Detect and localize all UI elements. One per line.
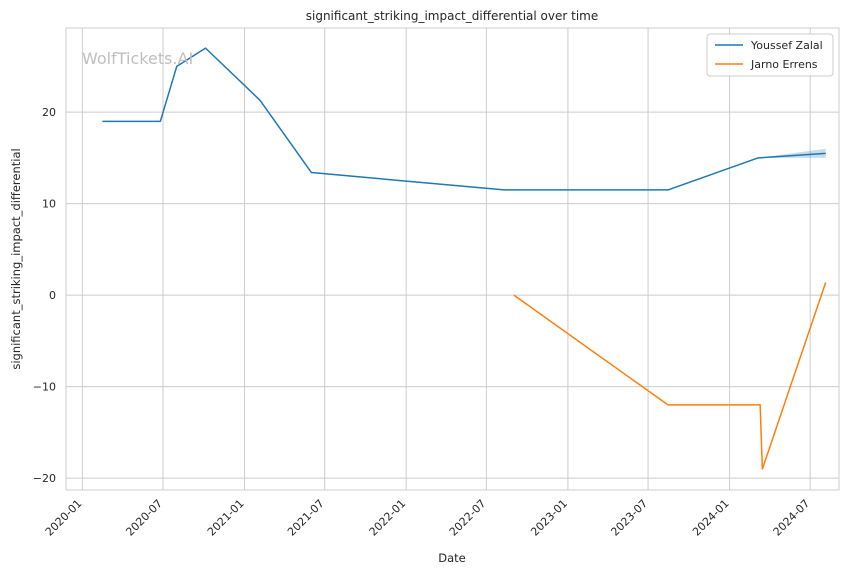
- series-band: [757, 148, 826, 158]
- legend: Youssef Zalal Jarno Errens: [706, 33, 834, 77]
- confidence-bands: [757, 148, 826, 158]
- y-tick-label: 20: [42, 106, 56, 119]
- grid: [66, 28, 839, 490]
- x-tick-label: 2021-07: [285, 497, 327, 539]
- chart-title: significant_striking_impact_differential…: [306, 9, 598, 23]
- x-tick-label: 2020-01: [43, 497, 85, 539]
- x-tick-label: 2022-01: [367, 497, 409, 539]
- y-tick-label: −20: [33, 472, 56, 485]
- y-tick-label: 0: [49, 289, 56, 302]
- x-tick-label: 2022-07: [447, 497, 489, 539]
- x-tick-label: 2024-07: [771, 497, 813, 539]
- plot-area-frame: [65, 27, 840, 491]
- x-axis-title: Date: [438, 551, 466, 565]
- series-line: [102, 47, 826, 191]
- watermark-text: WolfTickets.AI: [82, 49, 193, 68]
- x-axis-ticks: 2020-01 2020-07 2021-01 2021-07 2022-01 2022-…: [43, 497, 813, 539]
- y-tick-label: 10: [42, 198, 56, 211]
- y-tick-label: −10: [33, 381, 56, 394]
- series-lines: [102, 47, 827, 470]
- x-tick-label: 2024-01: [690, 497, 732, 539]
- x-tick-label: 2023-07: [608, 497, 650, 539]
- series-line: [513, 282, 827, 470]
- y-axis-ticks: 20 10 0 −10 −20: [33, 106, 56, 485]
- x-tick-label: 2023-01: [528, 497, 570, 539]
- x-tick-label: 2020-07: [123, 497, 165, 539]
- y-axis-title: significant_striking_impact_differential: [9, 148, 23, 369]
- legend-label-youssef-zalal: Youssef Zalal: [750, 39, 823, 52]
- x-tick-label: 2021-01: [205, 497, 247, 539]
- legend-label-jarno-errens: Jarno Errens: [750, 58, 818, 71]
